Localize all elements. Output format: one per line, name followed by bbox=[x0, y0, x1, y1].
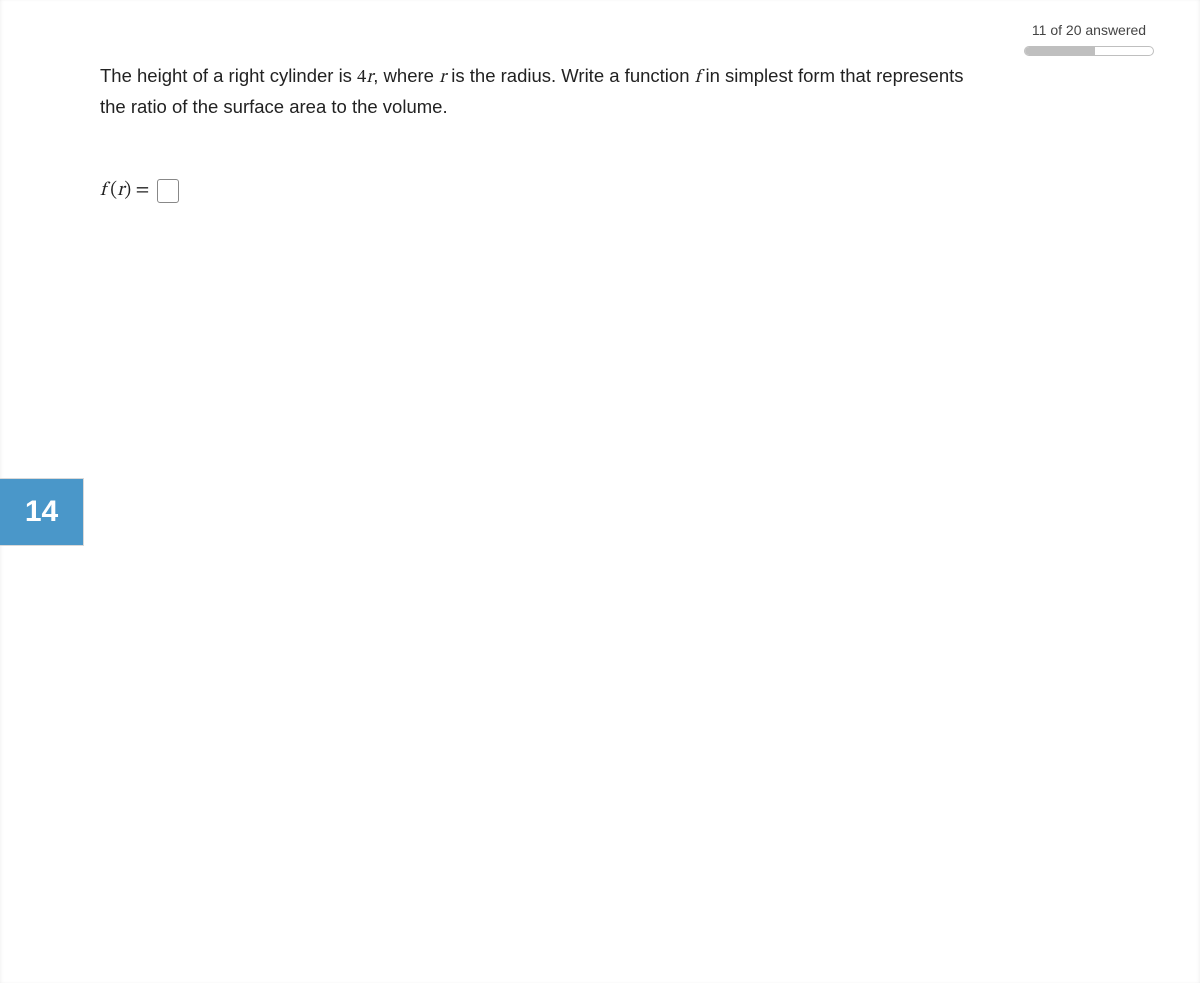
answer-label-close: ) = bbox=[124, 181, 149, 200]
page: 11 of 20 answered The height of a right … bbox=[0, 0, 1200, 983]
progress-label: 11 of 20 answered bbox=[1014, 22, 1164, 38]
question-text-part: is the radius. Write a function bbox=[446, 65, 695, 86]
question-number: 14 bbox=[25, 495, 58, 529]
progress-track bbox=[1024, 46, 1154, 56]
question-text-part: , where bbox=[373, 65, 439, 86]
math-expr: 4r bbox=[357, 69, 373, 87]
answer-row: f (r) = bbox=[100, 179, 980, 203]
question-number-tab[interactable]: 14 bbox=[0, 478, 84, 546]
answer-input[interactable] bbox=[157, 179, 179, 203]
question-text: The height of a right cylinder is 4r, wh… bbox=[100, 62, 980, 121]
question-text-part: The height of a right cylinder is bbox=[100, 65, 357, 86]
question-content: The height of a right cylinder is 4r, wh… bbox=[100, 62, 980, 203]
progress-indicator: 11 of 20 answered bbox=[1014, 22, 1164, 56]
answer-label: f (r) = bbox=[100, 179, 149, 203]
answer-label-open: ( bbox=[106, 181, 117, 200]
progress-fill bbox=[1025, 47, 1095, 55]
